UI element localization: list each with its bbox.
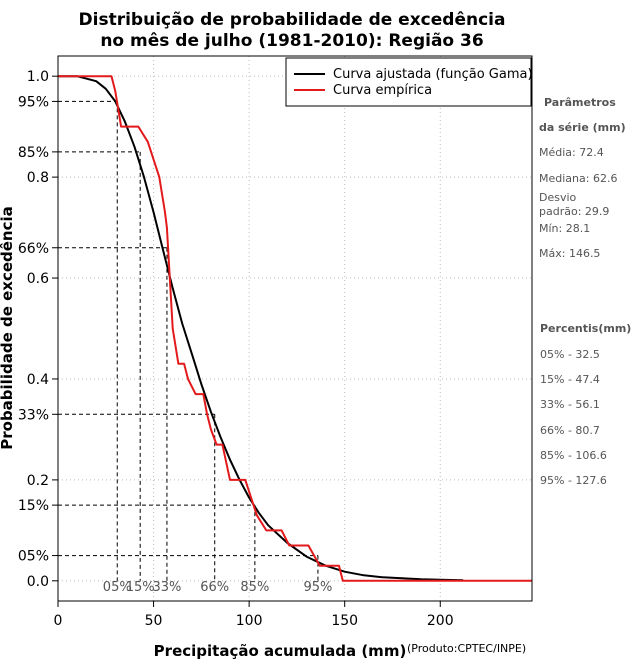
y-pct-tick-label-85%: 85%: [18, 145, 49, 161]
series-line-1: [58, 75, 532, 582]
percentis-title: Percentis(mm): [540, 322, 632, 335]
y-pct-tick-label-66%: 66%: [18, 241, 49, 257]
y-pct-tick-label-33%: 33%: [18, 407, 49, 423]
stat-max: Máx: 146.5: [539, 247, 601, 260]
chart-title-line1: Distribuição de probabilidade de excedên…: [79, 10, 506, 30]
credit-text: (Produto:CPTEC/INPE): [407, 642, 526, 655]
y-pct-tick-label-05%: 05%: [18, 549, 49, 565]
params-title-line1: Parâmetros: [544, 96, 616, 109]
percentil-15: 15% - 47.4: [540, 373, 600, 386]
legend-label-empirical: Curva empírica: [333, 83, 432, 98]
stat-desvio-line1: Desvio: [539, 191, 577, 204]
grid-lines: [57, 56, 532, 601]
y-pct-tick-label-95%: 95%: [18, 94, 49, 110]
legend-label-fitted: Curva ajustada (função Gama): [333, 67, 533, 82]
legend: Curva ajustada (função Gama) Curva empír…: [285, 57, 533, 107]
ref-label-33%: 33%: [152, 580, 181, 595]
y-tick-label-0.6: 0.6: [27, 271, 49, 287]
stat-media: Média: 72.4: [539, 146, 604, 159]
ref-label-66%: 66%: [200, 580, 229, 595]
x-tick-label-50: 50: [145, 613, 163, 629]
ref-label-95%: 95%: [303, 580, 332, 595]
x-tick-label-100: 100: [236, 613, 263, 629]
percentile-reference-lines: 05%15%33% 66% 85% 95%: [58, 100, 332, 595]
ref-label-05%: 05%: [103, 580, 132, 595]
legend-box: [285, 57, 532, 107]
y-tick-label-0.4: 0.4: [27, 372, 49, 388]
stat-mediana: Mediana: 62.6: [539, 172, 618, 185]
x-tick-label-150: 150: [331, 613, 358, 629]
ref-label-85%: 85%: [240, 580, 269, 595]
y-tick-label-0.8: 0.8: [27, 170, 49, 186]
axes-ticks: 0 50 100 150 200 1.0 0.8 0.6 0.4 0.2 0.0 95% 85% 66% 3…: [18, 69, 454, 629]
params-title-line2: da série (mm): [539, 121, 626, 134]
x-axis-label: Precipitação acumulada (mm): [154, 642, 407, 660]
percentil-66: 66% - 80.7: [540, 424, 600, 437]
y-tick-label-0.0: 0.0: [27, 574, 49, 590]
chart-title-line2: no mês de julho (1981-2010): Região 36: [100, 31, 483, 51]
percentil-85: 85% - 106.6: [540, 449, 607, 462]
series-lines: [58, 75, 532, 582]
percentil-05: 05% - 32.5: [540, 348, 600, 361]
percentil-33: 33% - 56.1: [540, 398, 600, 411]
y-axis-label: Probabilidade de excedência: [0, 206, 16, 450]
y-pct-tick-label-15%: 15%: [18, 498, 49, 514]
x-tick-label-200: 200: [427, 613, 454, 629]
stat-desvio-line2: padrão: 29.9: [539, 205, 610, 218]
percentil-95: 95% - 127.6: [540, 474, 607, 487]
x-tick-label-0: 0: [54, 613, 63, 629]
stat-min: Mín: 28.1: [539, 222, 591, 235]
y-tick-label-0.2: 0.2: [27, 473, 49, 489]
ref-label-15%: 15%: [126, 580, 155, 595]
series-line-0: [58, 75, 464, 582]
plot-area-border: [57, 55, 533, 602]
y-tick-label-1.0: 1.0: [27, 69, 49, 85]
